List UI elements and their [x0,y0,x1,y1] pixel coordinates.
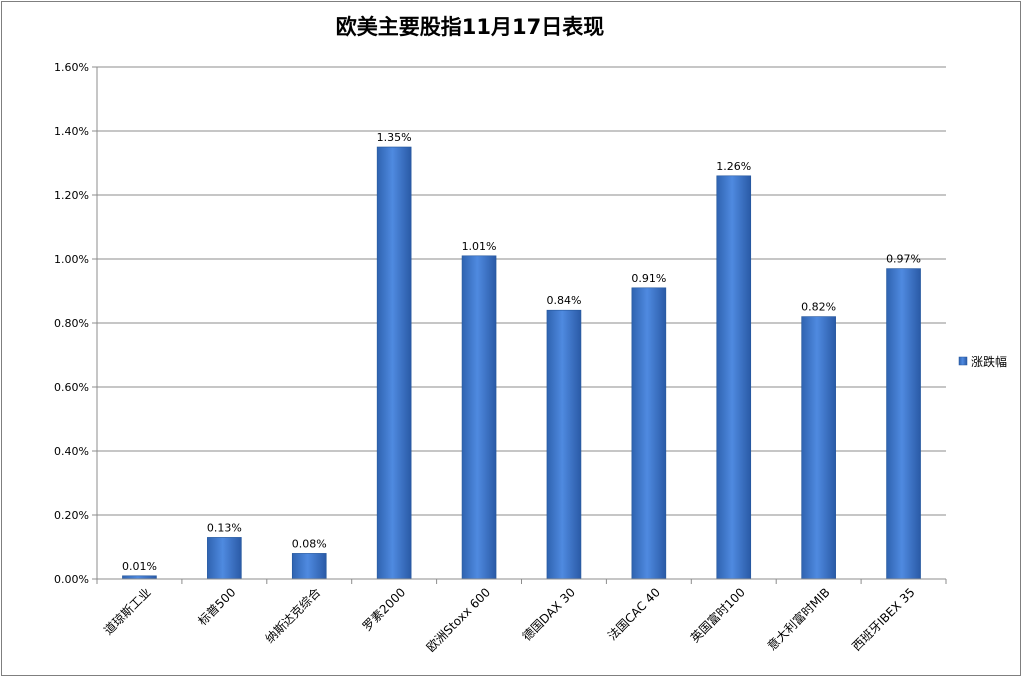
legend-swatch [958,356,968,366]
y-tick-label: 0.60% [54,381,89,394]
x-category-label: 法国CAC 40 [605,585,663,643]
y-tick-label: 0.40% [54,445,89,458]
bar [376,146,412,580]
x-category-label: 德国DAX 30 [519,585,578,644]
y-tick-label: 1.40% [54,125,89,138]
y-tick-label: 1.60% [54,61,89,74]
y-tick-label: 1.20% [54,189,89,202]
axes [96,67,947,584]
y-tick-label: 0.00% [54,573,89,586]
chart-title: 欧美主要股指11月17日表现 [336,15,604,39]
bar [716,175,752,580]
x-category-label: 意大利富时MIB [764,585,833,654]
x-category-label: 英国富时100 [687,585,748,646]
bar [801,316,836,580]
data-label: 1.35% [377,131,412,144]
data-label: 0.84% [546,294,581,307]
x-category-label: 西班牙IBEX 35 [849,585,917,653]
bar [207,537,242,580]
x-category-label: 标普500 [195,585,238,628]
x-axis-categories: 道琼斯工业 标普500 纳斯达克综合 罗素2000 欧洲Stoxx 600 德国DAX 3… [101,585,918,655]
bars [122,146,921,580]
bar [886,268,921,580]
y-axis-ticks: 0.00% 0.20% 0.40% 0.60% 0.80% 1.00% 1.20% 1.40%… [54,61,97,586]
data-label: 0.82% [801,301,836,314]
grid-lines [97,66,946,516]
x-category-label: 罗素2000 [360,585,408,633]
bar [461,255,497,580]
data-label: 0.13% [207,521,242,534]
data-label: 0.01% [122,560,157,573]
legend: 涨跌幅 [958,354,1007,369]
x-category-label: 欧洲Stoxx 600 [424,585,493,654]
data-label: 0.91% [631,272,666,285]
y-tick-label: 0.20% [54,509,89,522]
data-label: 0.08% [292,537,327,550]
y-tick-label: 0.80% [54,317,89,330]
y-tick-label: 1.00% [54,253,89,266]
x-category-label: 纳斯达克综合 [262,585,324,647]
data-label: 1.26% [716,160,751,173]
data-label: 0.97% [886,253,921,266]
bar [291,553,327,580]
data-label: 1.01% [462,240,497,253]
data-labels: 0.01% 0.13% 0.08% 1.35% 1.01% 0.84% 0.91% 1.26%… [122,131,921,573]
x-category-label: 道琼斯工业 [101,585,154,638]
bar [631,287,667,580]
legend-label: 涨跌幅 [971,354,1007,369]
bar [546,309,582,580]
